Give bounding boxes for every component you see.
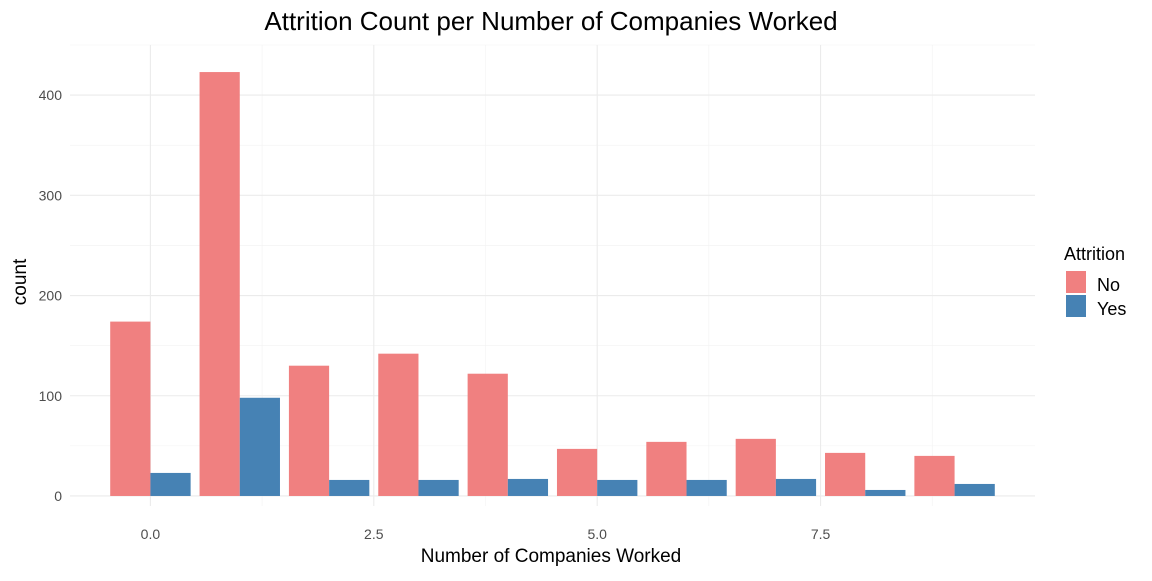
y-tick-label: 100 [39, 388, 63, 404]
bar-yes-2 [329, 479, 370, 496]
bar-yes-6 [686, 479, 727, 496]
x-tick-label: 5.0 [587, 526, 607, 542]
bar-no-6 [646, 441, 687, 496]
legend-key-no [1066, 271, 1086, 293]
bar-no-7 [735, 438, 776, 496]
legend-items: No Yes [1066, 271, 1126, 319]
bar-yes-9 [954, 483, 995, 496]
bar-no-2 [288, 365, 330, 496]
y-tick-label: 400 [39, 87, 63, 103]
bar-yes-1 [239, 397, 280, 496]
y-tick-label: 200 [39, 288, 63, 304]
bar-no-3 [378, 353, 419, 496]
bar-yes-5 [597, 479, 638, 496]
bar-no-5 [556, 448, 598, 496]
bars [110, 72, 995, 496]
bar-yes-3 [418, 479, 459, 496]
x-tick-label: 7.5 [811, 526, 831, 542]
bar-yes-8 [865, 489, 906, 496]
axes: 0 100 200 300 400 0.0 2.5 5.0 7.5 [39, 87, 831, 542]
y-axis-title: count [10, 258, 31, 305]
y-tick-label: 300 [39, 187, 63, 203]
bar-yes-4 [507, 478, 549, 496]
bar-yes-7 [775, 478, 817, 496]
x-tick-label: 0.0 [141, 526, 161, 542]
y-tick-label: 0 [54, 488, 62, 504]
x-axis-title: Number of Companies Worked [421, 546, 681, 567]
legend-title: Attrition [1064, 244, 1125, 264]
bar-no-4 [467, 373, 508, 496]
legend: Attrition No Yes [1064, 244, 1126, 319]
bar-no-0 [110, 321, 151, 496]
bar-no-9 [914, 455, 955, 496]
legend-label-no: No [1097, 275, 1120, 295]
x-tick-label: 2.5 [364, 526, 384, 542]
legend-label-yes: Yes [1097, 299, 1126, 319]
legend-key-yes [1066, 295, 1086, 317]
bar-yes-0 [150, 472, 191, 496]
chart-title: Attrition Count per Number of Companies … [264, 6, 837, 36]
bar-no-8 [825, 452, 866, 496]
bar-no-1 [199, 72, 240, 496]
